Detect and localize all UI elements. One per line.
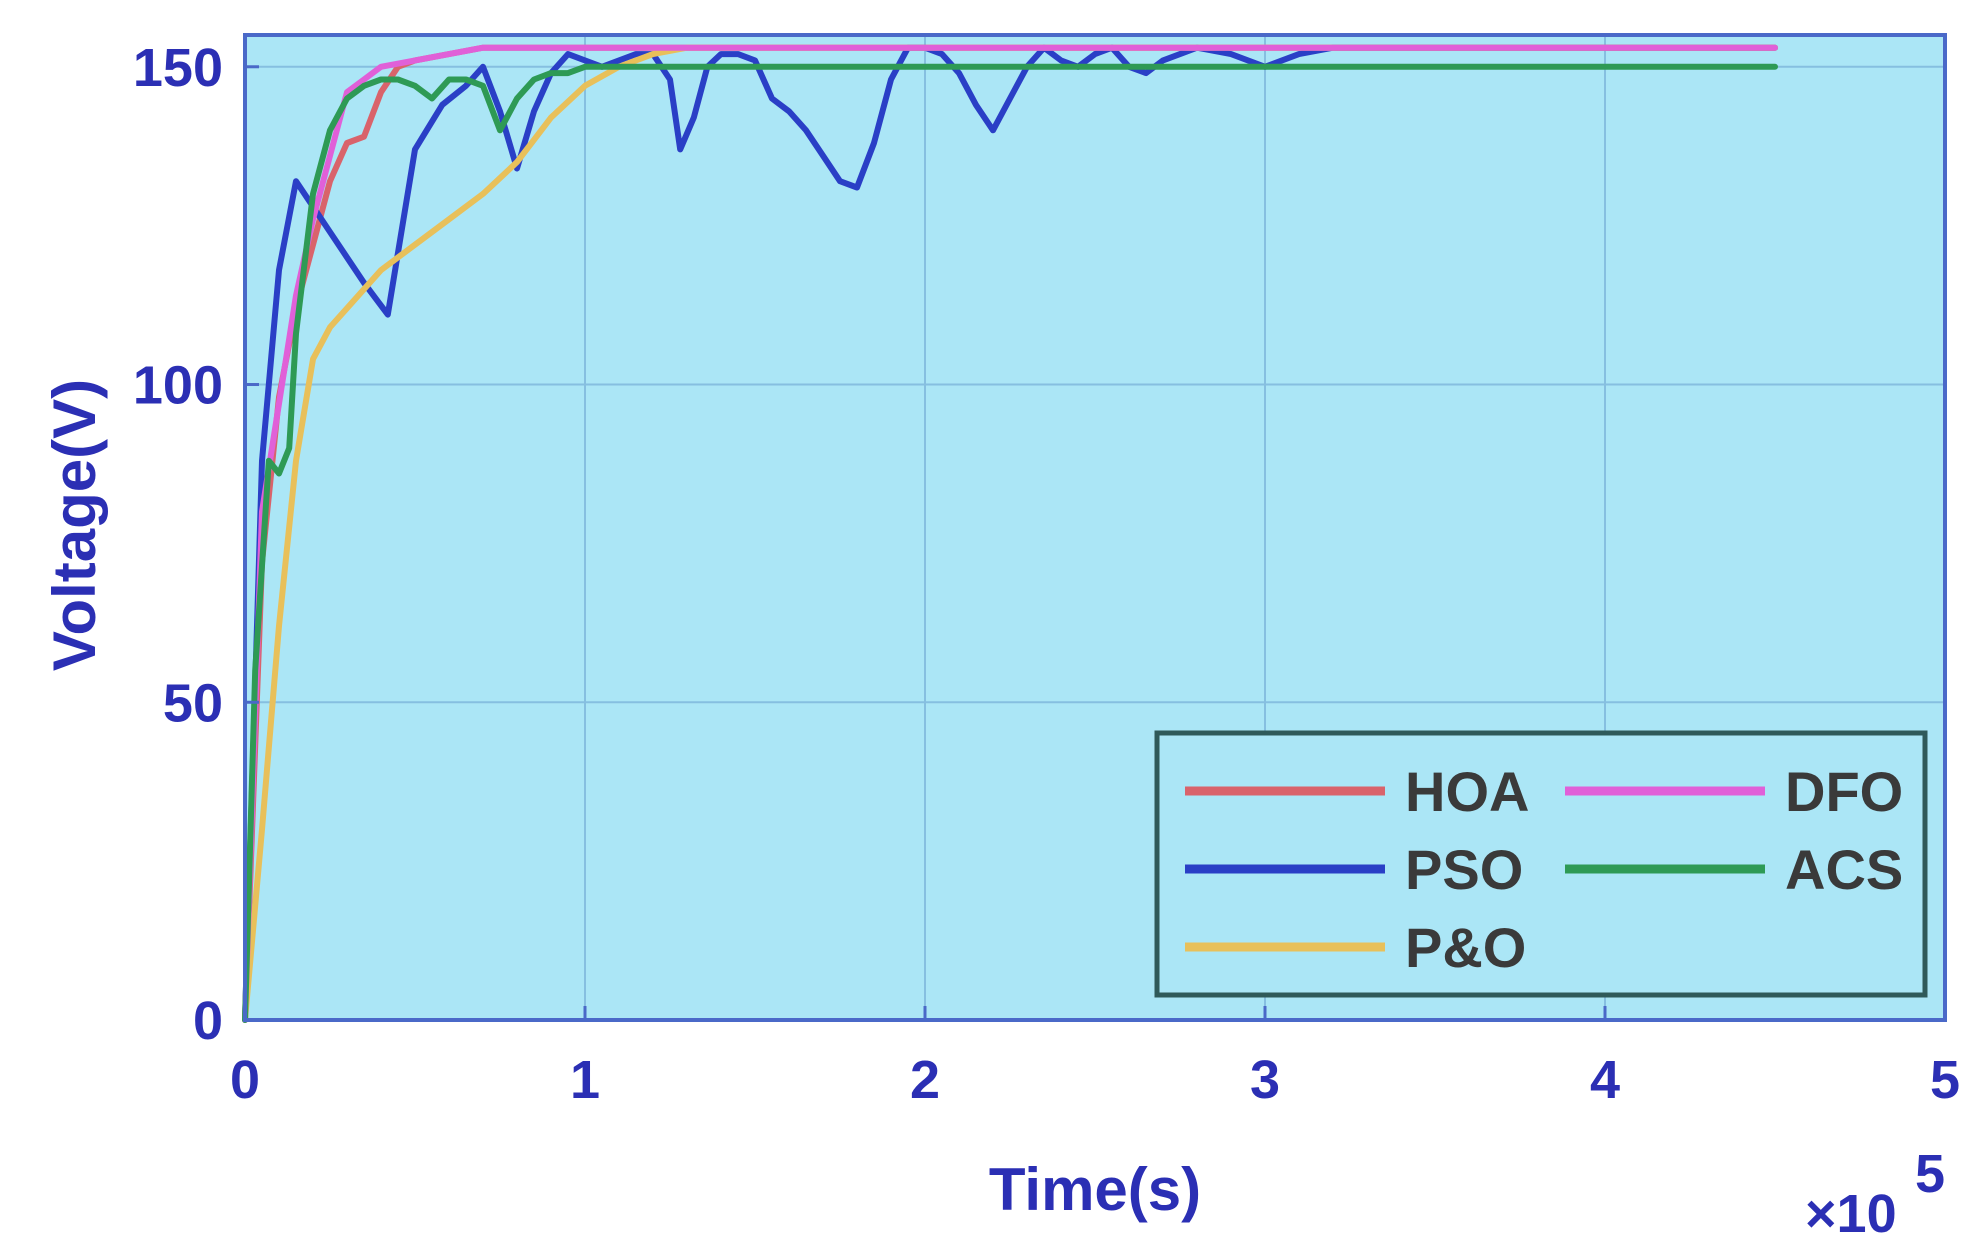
- legend-label-acs: ACS: [1785, 838, 1903, 901]
- legend: HOA DFO PSO ACS P&O: [1154, 730, 1928, 998]
- y-tick-label: 0: [193, 991, 223, 1051]
- x-tick-label: 5: [1930, 1050, 1960, 1110]
- y-tick-label: 150: [133, 38, 223, 98]
- legend-label-pso: PSO: [1405, 838, 1523, 901]
- x-axis-label: Time(s): [989, 1156, 1201, 1223]
- x-tick-label: 4: [1590, 1050, 1620, 1110]
- series-line-acs: [242, 63, 1778, 1023]
- x-tick-label: 3: [1250, 1050, 1280, 1110]
- series-layer: [242, 44, 1778, 1023]
- x-exponent-base: ×10: [1805, 1184, 1897, 1244]
- legend-label-p-o: P&O: [1405, 916, 1526, 979]
- plot-area-frame: [243, 33, 1947, 1022]
- series-line-dfo: [242, 44, 1778, 1023]
- legend-label-dfo: DFO: [1785, 760, 1903, 823]
- x-tick-label: 2: [910, 1050, 940, 1110]
- x-tick-label: 1: [570, 1050, 600, 1110]
- x-exponent-power: 5: [1915, 1144, 1945, 1204]
- y-axis-label: Voltage(V): [41, 379, 108, 671]
- x-tick-label: 0: [230, 1050, 260, 1110]
- y-tick-label: 100: [133, 356, 223, 416]
- y-tick-label: 50: [163, 673, 223, 733]
- legend-label-hoa: HOA: [1405, 760, 1529, 823]
